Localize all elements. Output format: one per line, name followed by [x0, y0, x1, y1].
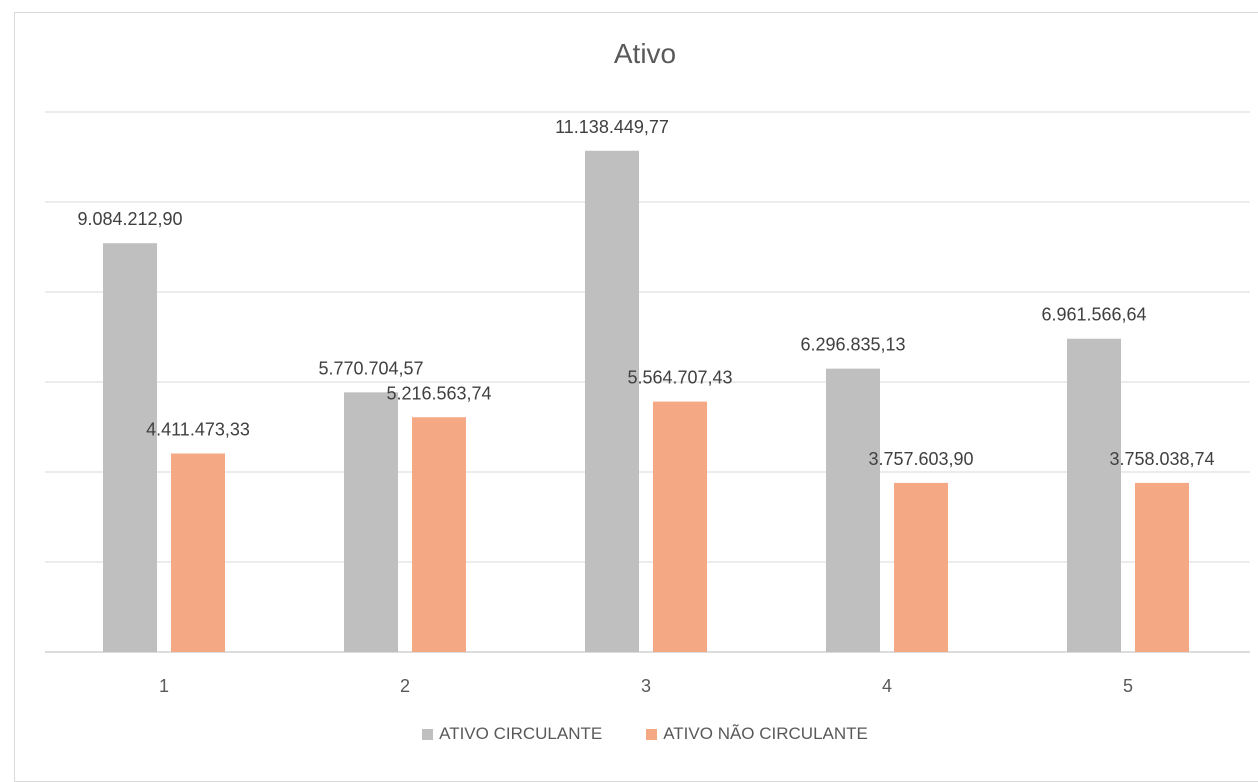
- legend-swatch-ativo-nao-circulante: [646, 728, 658, 740]
- bar-ativo-circulante-4: [826, 368, 880, 652]
- bar-ativo-nao-circulante-5: [1135, 482, 1189, 652]
- x-tick-label: 2: [400, 676, 410, 696]
- data-label: 5.564.707,43: [627, 368, 732, 388]
- legend-label-ativo-nao-circulante: ATIVO NÃO CIRCULANTE: [663, 724, 868, 743]
- x-tick-label: 4: [882, 676, 892, 696]
- data-label: 4.411.473,33: [146, 419, 250, 439]
- data-label: 5.216.563,74: [386, 383, 491, 403]
- bar-ativo-nao-circulante-1: [171, 453, 225, 652]
- bar-ativo-circulante-2: [344, 392, 398, 652]
- data-label: 11.138.449,77: [555, 117, 669, 137]
- legend-item-ativo-nao-circulante: ATIVO NÃO CIRCULANTE: [646, 724, 868, 744]
- bar-ativo-circulante-5: [1067, 338, 1121, 652]
- bar-ativo-nao-circulante-3: [653, 401, 707, 652]
- data-label: 3.757.603,90: [868, 449, 973, 469]
- x-tick-label: 5: [1123, 676, 1133, 696]
- legend-item-ativo-circulante: ATIVO CIRCULANTE: [422, 724, 602, 744]
- data-label: 6.961.566,64: [1041, 305, 1146, 325]
- x-tick-label: 3: [641, 676, 651, 696]
- bar-ativo-circulante-3: [585, 150, 639, 652]
- data-label: 6.296.835,13: [800, 335, 905, 355]
- data-label: 9.084.212,90: [77, 209, 182, 229]
- bar-ativo-nao-circulante-4: [894, 482, 948, 652]
- data-label: 3.758.038,74: [1109, 449, 1214, 469]
- legend-label-ativo-circulante: ATIVO CIRCULANTE: [439, 724, 603, 743]
- x-tick-label: 1: [159, 676, 169, 696]
- legend-swatch-ativo-circulante: [422, 728, 434, 740]
- chart-legend: ATIVO CIRCULANTE ATIVO NÃO CIRCULANTE: [0, 724, 1258, 744]
- bar-ativo-nao-circulante-2: [412, 417, 466, 652]
- bar-ativo-circulante-1: [103, 243, 157, 652]
- chart-title: Ativo: [613, 38, 677, 69]
- data-label: 5.770.704,57: [318, 358, 423, 378]
